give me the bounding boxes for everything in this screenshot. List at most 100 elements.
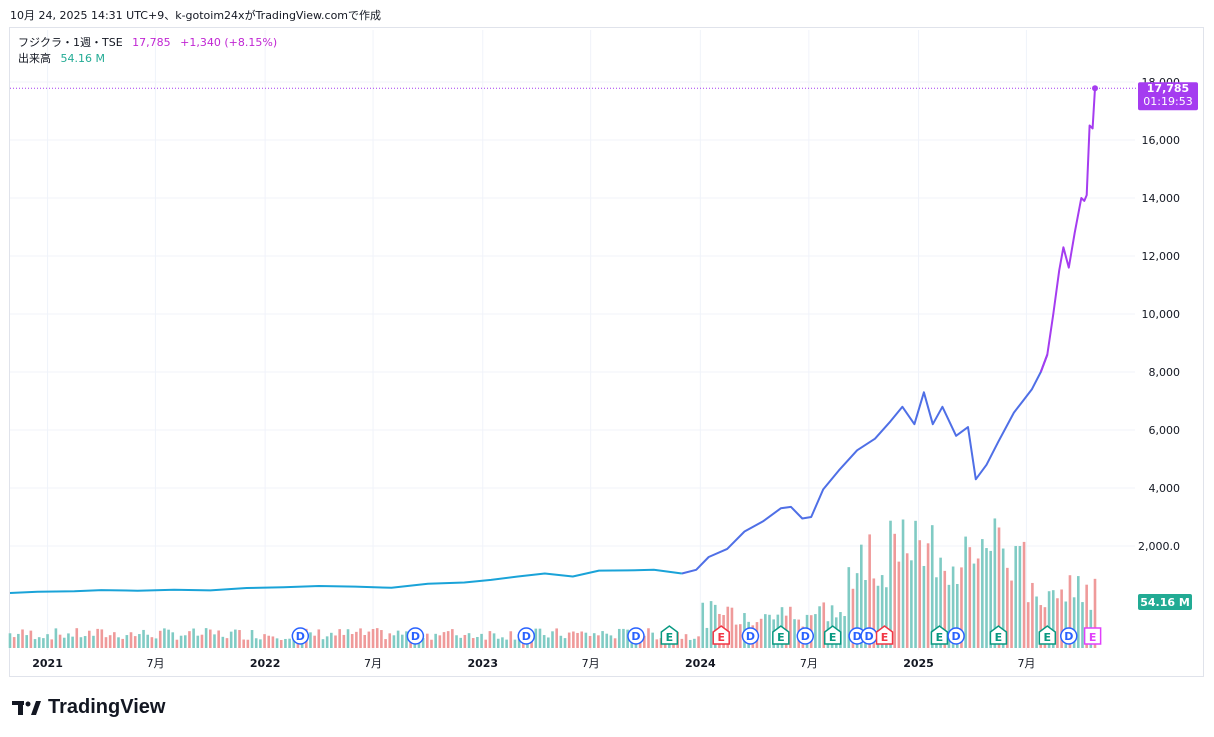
volume-bar	[738, 624, 742, 648]
volume-bar	[121, 638, 124, 648]
legend-volume-value: 54.16 M	[60, 52, 105, 65]
volume-bar	[330, 632, 333, 648]
legend-symbol-row: フジクラ・1週・TSE 17,785 +1,340 (+8.15%)	[18, 35, 277, 51]
dividend-marker[interactable]: D	[1060, 627, 1078, 645]
earnings-marker[interactable]: E	[1083, 627, 1102, 645]
y-tick-label: 16,000	[1142, 134, 1181, 147]
volume-bar	[254, 638, 258, 648]
volume-bar	[71, 636, 74, 648]
dividend-marker[interactable]: D	[947, 627, 965, 645]
dividend-marker[interactable]: D	[406, 627, 425, 645]
svg-text:D: D	[746, 630, 755, 643]
x-tick-label: 7月	[364, 657, 382, 670]
volume-tag-value: 54.16 M	[1140, 596, 1190, 609]
volume-bar	[1068, 575, 1072, 648]
volume-bar	[605, 633, 609, 648]
volume-bar	[901, 519, 905, 648]
volume-bar	[451, 629, 454, 648]
y-tick-label: 10,000	[1142, 308, 1181, 321]
earnings-marker[interactable]: E	[660, 625, 679, 645]
earnings-marker[interactable]: E	[1038, 625, 1057, 645]
volume-bar	[154, 638, 158, 648]
dividend-marker[interactable]: D	[860, 627, 878, 645]
earnings-marker[interactable]: E	[712, 625, 730, 645]
volume-bar	[513, 639, 517, 648]
volume-bar	[709, 601, 713, 648]
volume-bar	[29, 630, 33, 648]
volume-bar	[697, 636, 700, 648]
volume-bar	[325, 636, 329, 648]
legend-volume-label[interactable]: 出来高	[18, 52, 51, 65]
volume-bar	[789, 606, 792, 648]
volume-bar	[108, 635, 112, 648]
volume-bar	[701, 602, 705, 648]
volume-bar	[889, 520, 892, 648]
volume-bar	[509, 631, 513, 648]
earnings-marker[interactable]: E	[930, 625, 949, 645]
volume-bar	[309, 632, 312, 648]
volume-bar	[384, 639, 387, 648]
volume-bar	[229, 631, 233, 648]
volume-bar	[893, 533, 896, 648]
volume-bar	[375, 628, 379, 648]
volume-bar	[914, 520, 917, 648]
volume-bar	[955, 583, 959, 648]
y-tick-label: 12,000	[1142, 250, 1181, 263]
volume-bar	[555, 628, 558, 648]
legend-symbol[interactable]: フジクラ・1週・TSE	[18, 36, 123, 49]
volume-bar	[163, 628, 166, 648]
volume-bar	[455, 635, 458, 648]
svg-text:D: D	[411, 630, 420, 643]
volume-bar	[547, 637, 550, 648]
volume-bar	[50, 639, 54, 648]
x-axis: 2021 7月 2022 7月 2023 7月 2024 7月 2025 7月	[32, 657, 1035, 670]
earnings-marker[interactable]: E	[875, 625, 894, 645]
volume-bar	[985, 548, 988, 648]
last-price-point[interactable]	[1092, 85, 1098, 92]
volume-bar	[930, 525, 934, 648]
earnings-marker[interactable]: E	[772, 625, 790, 645]
volume-bar	[133, 636, 137, 648]
volume-bar	[1001, 548, 1005, 648]
volume-bar	[446, 631, 450, 648]
volume-bar	[559, 635, 563, 648]
earnings-marker[interactable]: E	[823, 625, 842, 645]
volume-bar	[388, 633, 392, 648]
earnings-marker[interactable]: E	[989, 625, 1008, 645]
svg-text:D: D	[864, 630, 873, 643]
dividend-marker[interactable]: D	[291, 627, 310, 645]
volume-bar	[609, 635, 613, 648]
volume-bar	[688, 639, 692, 648]
dividend-marker[interactable]: D	[741, 627, 760, 645]
volume-bar	[33, 639, 37, 648]
price-line-segment	[9, 568, 683, 594]
volume-bar	[1056, 598, 1059, 648]
volume-bar	[1026, 602, 1030, 648]
volume-tag: 54.16 M	[1138, 594, 1192, 610]
volume-bar	[350, 634, 354, 648]
svg-text:E: E	[717, 631, 725, 644]
chart-creation-stamp: 10月 24, 2025 14:31 UTC+9、k-gotoim24xがTra…	[10, 9, 382, 22]
volume-bar	[1047, 591, 1051, 648]
volume-bar	[943, 570, 947, 648]
volume-bar	[279, 639, 283, 648]
dividend-marker[interactable]: D	[796, 627, 815, 645]
volume-bar	[367, 631, 371, 648]
volume-bar	[860, 544, 863, 648]
volume-bar	[138, 634, 141, 648]
dividend-marker[interactable]: D	[627, 627, 645, 645]
volume-bar	[313, 635, 316, 648]
volume-bar	[538, 628, 542, 648]
x-tick-label: 7月	[582, 657, 600, 670]
grid-lines	[10, 30, 1135, 650]
volume-bar	[342, 634, 346, 648]
volume-bar	[96, 628, 99, 648]
volume-bar	[204, 628, 208, 648]
svg-text:E: E	[777, 631, 785, 644]
dividend-marker[interactable]: D	[517, 627, 536, 645]
volume-bar	[964, 536, 967, 648]
tradingview-logo[interactable]: TradingView	[12, 696, 165, 719]
volume-bar	[1060, 589, 1063, 648]
